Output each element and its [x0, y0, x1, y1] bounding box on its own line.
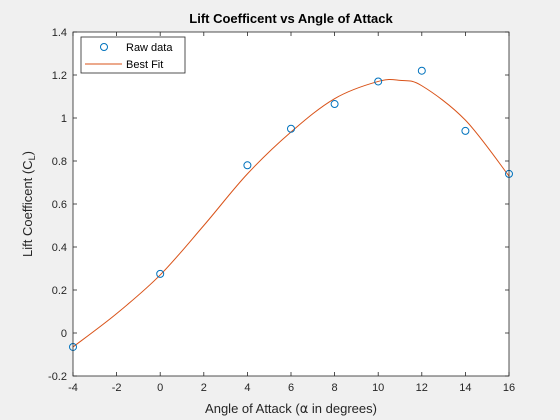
y-tick-label: 0.4	[52, 242, 67, 254]
y-tick-label: 1.4	[52, 27, 67, 39]
best-fit-line	[72, 79, 510, 348]
x-tick-label: 6	[288, 382, 294, 394]
y-axis-label-subscript: L	[27, 155, 37, 160]
x-tick-label: 2	[201, 382, 207, 394]
plot-box	[72, 31, 510, 377]
x-axis-label-symbol: α	[300, 402, 309, 417]
y-tick-label: 1	[61, 113, 67, 125]
x-axis-label: Angle of Attack (α in degrees)	[205, 401, 377, 417]
raw-data-point	[243, 161, 252, 170]
legend: Raw data Best Fit	[80, 36, 186, 74]
x-axis-label-post: in degrees)	[308, 401, 377, 416]
x-tick-label: 14	[459, 382, 471, 394]
raw-data-point	[330, 100, 339, 109]
x-tick-label: -4	[68, 382, 78, 394]
x-tick-label: 16	[503, 382, 515, 394]
raw-data-point	[374, 77, 383, 86]
chart-title: Lift Coefficent vs Angle of Attack	[189, 11, 393, 26]
legend-marker-raw-data	[100, 43, 108, 51]
x-tick-label: 8	[332, 382, 338, 394]
x-tick-label: 0	[157, 382, 163, 394]
legend-label-raw-data: Raw data	[126, 42, 173, 54]
x-axis-label-pre: Angle of Attack (	[205, 401, 300, 416]
y-axis-label-main: Lift Coefficent (C	[20, 160, 35, 257]
y-tick-label: 0	[61, 328, 67, 340]
y-axis-label-close: )	[20, 151, 35, 155]
raw-data-point	[461, 126, 470, 135]
y-tick-label: 0.6	[52, 199, 67, 211]
y-tick-label: -0.2	[48, 371, 67, 383]
y-tick-label: 0.2	[52, 285, 67, 297]
legend-label-best-fit: Best Fit	[126, 59, 163, 71]
y-tick-label: 1.2	[52, 70, 67, 82]
y-axis-label: Lift Coefficent (CL)	[20, 151, 37, 257]
legend-box	[80, 36, 186, 74]
x-tick-label: 10	[372, 382, 384, 394]
plot-area	[73, 32, 509, 376]
x-tick-label: 4	[244, 382, 250, 394]
data-layer	[69, 66, 513, 351]
y-tick-label: 0.8	[52, 156, 67, 168]
raw-data-point	[156, 269, 165, 278]
raw-data-point	[417, 66, 426, 75]
x-tick-label: 12	[416, 382, 428, 394]
ticks-layer: -4 -2 0 2 4 6 8 10 12 14 16 -0.2 0 0.2 0.4 0.6 0.8 1 1.2 1.…	[48, 27, 515, 394]
x-tick-label: -2	[112, 382, 122, 394]
raw-data-point	[287, 124, 295, 133]
